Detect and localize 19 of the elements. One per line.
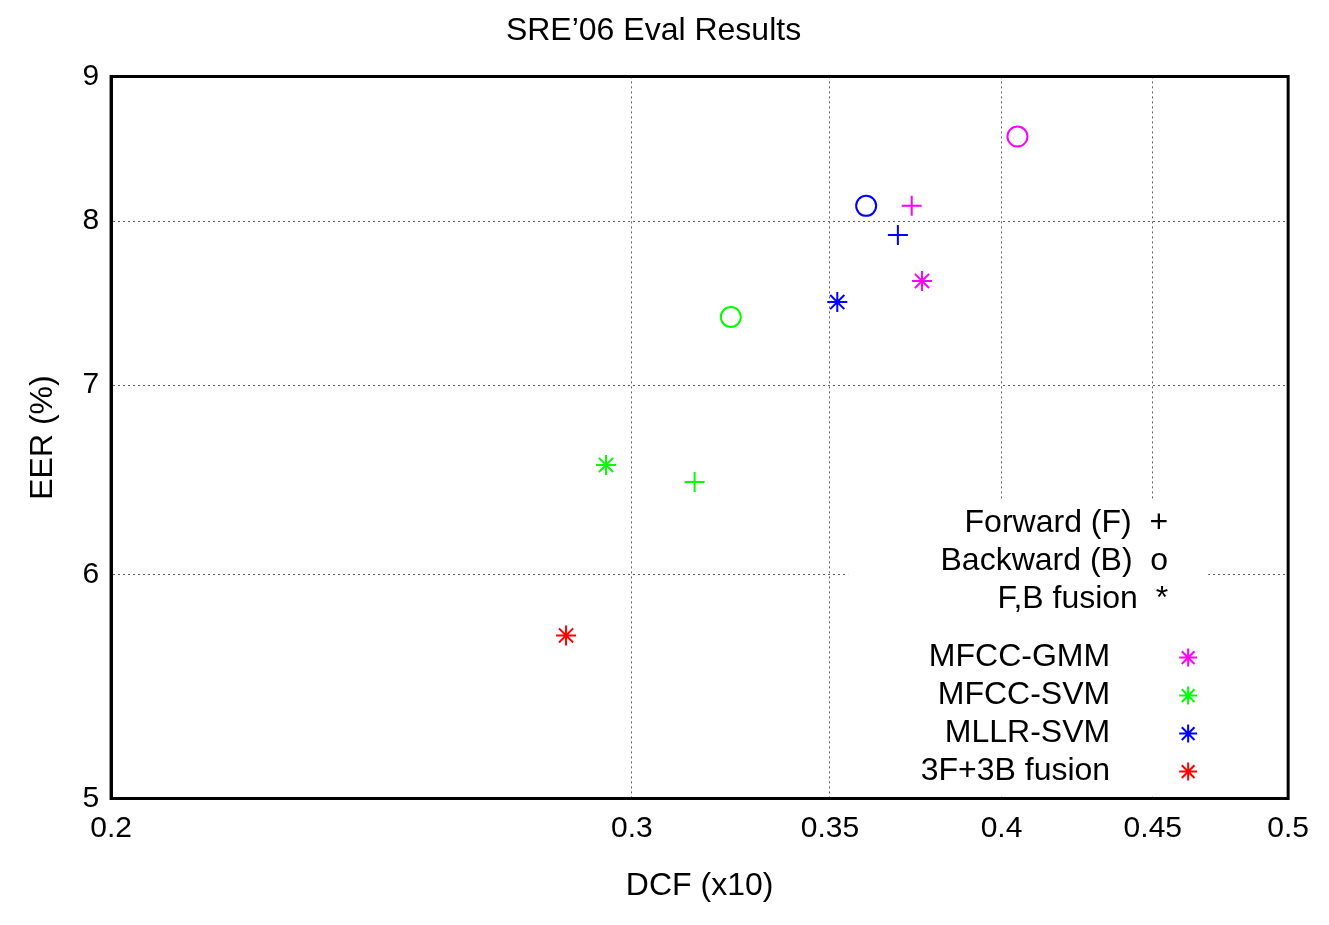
- legend-label: MFCC-GMM: [928, 637, 1111, 674]
- annotation: Forward (F) +: [964, 503, 1169, 540]
- annotation: F,B fusion *: [997, 579, 1169, 616]
- x-tick-label: 0.45: [1123, 809, 1182, 843]
- x-tick-label: 0.4: [980, 809, 1023, 843]
- legend-label: MLLR-SVM: [944, 713, 1111, 750]
- y-tick-label: 9: [82, 57, 100, 91]
- legend-label: MFCC-SVM: [937, 675, 1111, 712]
- x-tick-label: 0.35: [800, 809, 860, 843]
- x-tick-label: 0.5: [1267, 809, 1310, 843]
- chart-title: SRE’06 Eval Results: [505, 11, 802, 48]
- y-tick-label: 7: [82, 366, 100, 400]
- x-axis-title: DCF (x10): [625, 865, 774, 902]
- y-tick-label: 6: [82, 555, 100, 589]
- y-axis-title: EER (%): [23, 375, 60, 500]
- x-tick-label: 0.3: [611, 809, 653, 843]
- y-tick-label: 8: [82, 202, 100, 236]
- legend-label: 3F+3B fusion: [920, 751, 1111, 788]
- annotation: Backward (B) o: [940, 541, 1169, 578]
